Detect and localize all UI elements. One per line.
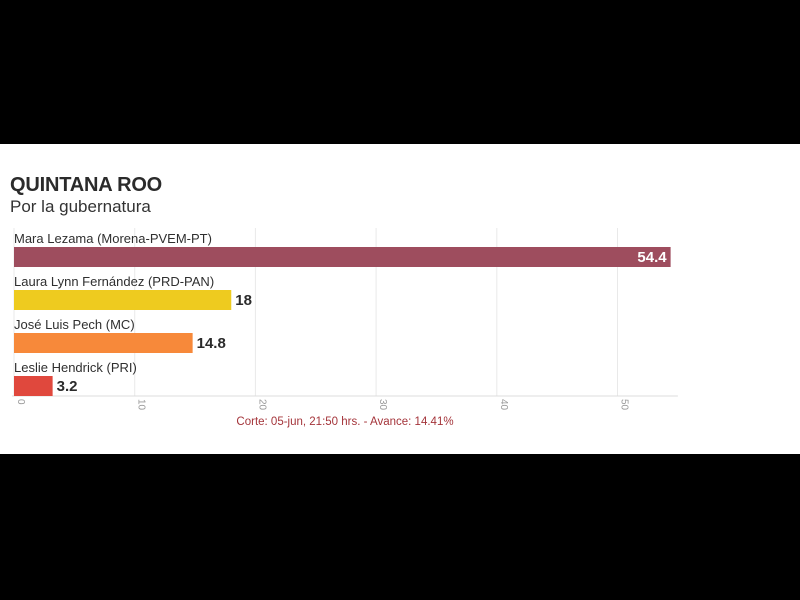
- bar-value-label: 3.2: [57, 378, 78, 395]
- chart-title: QUINTANA ROO: [10, 174, 163, 196]
- category-label: José Luis Pech (MC): [14, 317, 135, 332]
- bar-chart: 0 10 20 30 40 50 Mara Lezama (Morena-PVEM-PT) 5…: [12, 228, 678, 411]
- bar-value-label: 14.8: [197, 335, 226, 352]
- bar-value-label: 18: [235, 292, 252, 309]
- bar-value-label: 54.4: [637, 249, 667, 266]
- category-label: Leslie Hendrick (PRI): [14, 360, 137, 375]
- category-label: Mara Lezama (Morena-PVEM-PT): [14, 231, 212, 246]
- bar: [14, 376, 53, 396]
- category-label: Laura Lynn Fernández (PRD-PAN): [14, 274, 214, 289]
- x-tick-label-50: 50: [619, 399, 630, 411]
- chart-card: QUINTANA ROO Por la gubernatura 0 10 20 30 4…: [0, 144, 800, 454]
- bar: [14, 247, 671, 267]
- bar: [14, 333, 193, 353]
- x-tick-label-0: 0: [15, 399, 26, 405]
- x-tick-label-10: 10: [136, 399, 147, 411]
- bar: [14, 290, 232, 310]
- chart-subtitle: Por la gubernatura: [10, 197, 151, 216]
- chart-footer: Corte: 05-jun, 21:50 hrs. - Avance: 14.4…: [236, 416, 454, 428]
- x-tick-label-30: 30: [377, 399, 388, 411]
- x-tick-label-40: 40: [498, 399, 509, 411]
- x-tick-label-20: 20: [256, 399, 267, 411]
